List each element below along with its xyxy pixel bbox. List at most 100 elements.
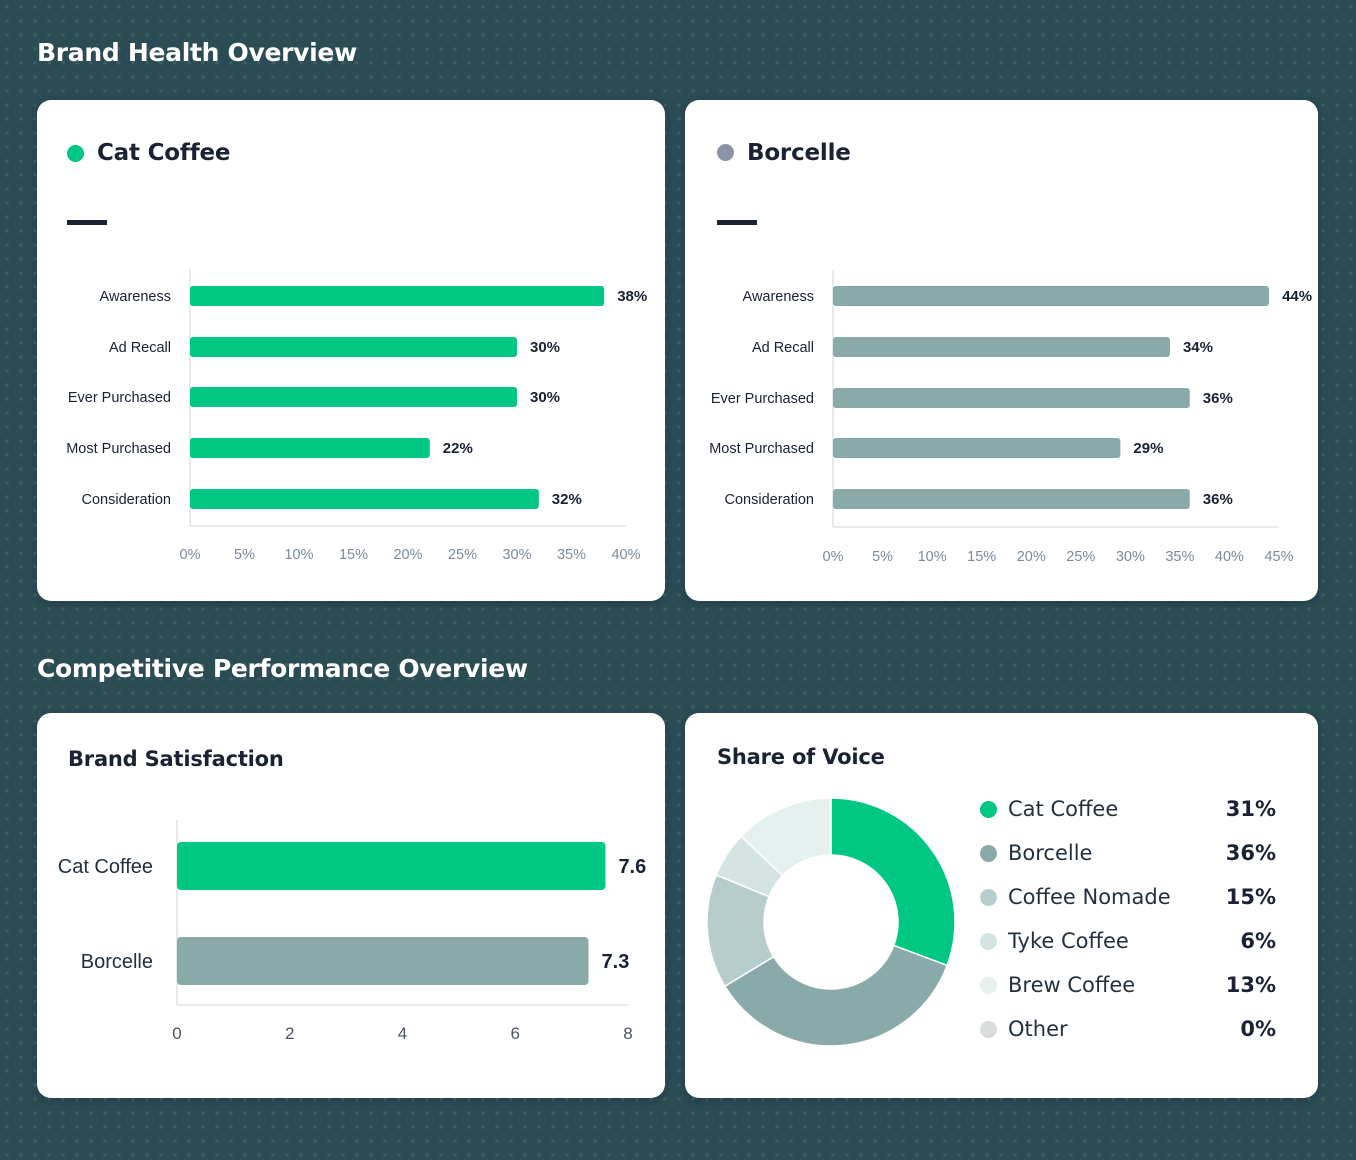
category-label: Most Purchased bbox=[66, 441, 171, 457]
funnel-chart-cat-coffee: Awareness 38% Ad Recall 30% Ever Purchased 30… bbox=[66, 270, 647, 563]
bar bbox=[190, 286, 605, 306]
value-label: 30% bbox=[530, 339, 560, 356]
bar bbox=[833, 489, 1190, 509]
tick-label: 0% bbox=[823, 549, 844, 565]
legend-value: 31% bbox=[1225, 797, 1276, 821]
category-label: Ad Recall bbox=[752, 340, 814, 356]
donut-slice bbox=[723, 944, 949, 1047]
bar bbox=[833, 337, 1170, 357]
tick-label: 20% bbox=[1017, 549, 1046, 565]
tick-label: 5% bbox=[234, 547, 255, 563]
card-title-brand-satisfaction: Brand Satisfaction bbox=[68, 747, 284, 771]
legend-label: Coffee Nomade bbox=[1008, 885, 1171, 909]
category-label: Ever Purchased bbox=[68, 390, 171, 406]
brand-dot-icon bbox=[717, 144, 734, 161]
legend-value: 6% bbox=[1240, 929, 1276, 953]
value-label: 22% bbox=[443, 440, 473, 457]
value-label: 34% bbox=[1183, 339, 1213, 356]
legend-value: 0% bbox=[1240, 1017, 1276, 1041]
tick-label: 20% bbox=[393, 547, 422, 563]
category-label: Cat Coffee bbox=[58, 856, 153, 878]
legend-item: Brew Coffee 13% bbox=[980, 973, 1276, 999]
bar bbox=[177, 937, 589, 985]
card-share-of-voice: Share of Voice Cat Coffee 31% Borcelle 36% C… bbox=[685, 713, 1318, 1098]
legend-value: 13% bbox=[1225, 973, 1276, 997]
legend-label: Other bbox=[1008, 1017, 1068, 1041]
tick-label: 5% bbox=[872, 549, 893, 565]
legend-item: Borcelle 36% bbox=[980, 841, 1276, 867]
tick-label: 35% bbox=[1165, 549, 1194, 565]
card-title-cat-coffee: Cat Coffee bbox=[97, 140, 231, 166]
satisfaction-chart: Cat Coffee 7.6 Borcelle 7.3 0 2 4 6 8 bbox=[58, 820, 646, 1043]
category-label: Awareness bbox=[100, 289, 171, 305]
tick-label: 25% bbox=[1066, 549, 1095, 565]
bar bbox=[190, 337, 517, 357]
legend-label: Brew Coffee bbox=[1008, 973, 1136, 997]
tick-label: 0 bbox=[172, 1024, 181, 1043]
legend-dot-icon bbox=[980, 845, 997, 862]
card-title-borcelle: Borcelle bbox=[747, 140, 851, 166]
bar bbox=[833, 438, 1121, 458]
tick-label: 25% bbox=[448, 547, 477, 563]
legend-dot-icon bbox=[980, 933, 997, 950]
value-label: 7.3 bbox=[602, 951, 630, 973]
tick-label: 30% bbox=[502, 547, 531, 563]
value-label: 32% bbox=[552, 491, 582, 508]
bar bbox=[190, 387, 517, 407]
legend-value: 15% bbox=[1225, 885, 1276, 909]
bar bbox=[833, 388, 1190, 408]
value-label: 30% bbox=[530, 389, 560, 406]
legend-item: Tyke Coffee 6% bbox=[980, 929, 1276, 955]
dash-icon bbox=[67, 220, 107, 225]
tick-label: 40% bbox=[1215, 549, 1244, 565]
card-title-share-of-voice: Share of Voice bbox=[717, 745, 885, 769]
value-label: 36% bbox=[1203, 491, 1233, 508]
tick-label: 10% bbox=[918, 549, 947, 565]
tick-label: 10% bbox=[284, 547, 313, 563]
legend-dot-icon bbox=[980, 801, 997, 818]
tick-label: 8 bbox=[623, 1024, 632, 1043]
bar bbox=[190, 438, 430, 458]
legend-label: Borcelle bbox=[1008, 841, 1093, 865]
tick-label: 40% bbox=[611, 547, 640, 563]
category-label: Most Purchased bbox=[709, 441, 814, 457]
section-title-competitive: Competitive Performance Overview bbox=[37, 654, 528, 683]
bar bbox=[190, 489, 539, 509]
donut-slice bbox=[830, 797, 956, 967]
card-cat-coffee-funnel: Cat Coffee Awareness 38% Ad Recall 30% Ever … bbox=[37, 100, 665, 601]
legend-item: Cat Coffee 31% bbox=[980, 797, 1276, 823]
tick-label: 0% bbox=[180, 547, 201, 563]
legend-item: Coffee Nomade 15% bbox=[980, 885, 1276, 911]
category-label: Ad Recall bbox=[109, 340, 171, 356]
legend-dot-icon bbox=[980, 889, 997, 906]
bar bbox=[177, 842, 606, 890]
category-label: Consideration bbox=[82, 492, 171, 508]
category-label: Ever Purchased bbox=[711, 391, 814, 407]
tick-label: 15% bbox=[339, 547, 368, 563]
donut-slice bbox=[740, 797, 832, 877]
tick-label: 6 bbox=[511, 1024, 520, 1043]
bar bbox=[833, 286, 1270, 306]
share-of-voice-donut bbox=[706, 797, 956, 1047]
value-label: 29% bbox=[1133, 440, 1163, 457]
legend-item: Other 0% bbox=[980, 1017, 1276, 1043]
legend-dot-icon bbox=[980, 977, 997, 994]
tick-label: 2 bbox=[285, 1024, 294, 1043]
category-label: Borcelle bbox=[81, 951, 153, 973]
tick-label: 35% bbox=[557, 547, 586, 563]
dash-icon bbox=[717, 220, 757, 225]
tick-label: 30% bbox=[1116, 549, 1145, 565]
card-borcelle-funnel: Borcelle Awareness 44% Ad Recall 34% Ever Pu… bbox=[685, 100, 1318, 601]
section-title-brand-health: Brand Health Overview bbox=[37, 38, 357, 67]
legend-label: Cat Coffee bbox=[1008, 797, 1119, 821]
value-label: 36% bbox=[1203, 390, 1233, 407]
tick-label: 15% bbox=[967, 549, 996, 565]
category-label: Consideration bbox=[725, 492, 814, 508]
card-brand-satisfaction: Brand Satisfaction Cat Coffee 7.6 Borcelle… bbox=[37, 713, 665, 1098]
legend-value: 36% bbox=[1225, 841, 1276, 865]
brand-dot-icon bbox=[67, 145, 84, 162]
value-label: 7.6 bbox=[618, 856, 646, 878]
legend-label: Tyke Coffee bbox=[1008, 929, 1129, 953]
value-label: 38% bbox=[617, 288, 647, 305]
tick-label: 4 bbox=[398, 1024, 407, 1043]
